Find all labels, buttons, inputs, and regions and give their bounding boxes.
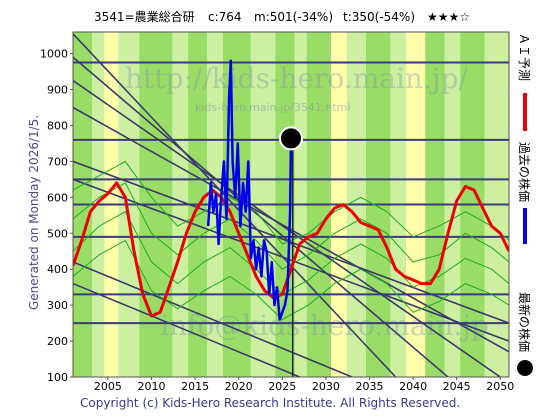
x-tick-label: 2050 bbox=[486, 380, 514, 393]
x-tick-label: 2045 bbox=[443, 380, 471, 393]
latest-price-point bbox=[279, 126, 303, 151]
projection-line bbox=[73, 239, 509, 321]
header-current: c:764 bbox=[208, 10, 242, 24]
x-tick-label: 2035 bbox=[355, 380, 383, 393]
generated-label: Generated on Monday 2026/1/5. bbox=[27, 115, 41, 310]
diagonal-trend-line bbox=[73, 282, 301, 377]
diagonal-trend-line bbox=[73, 106, 509, 353]
projection-line bbox=[73, 160, 509, 245]
y-tick-label: 700 bbox=[47, 155, 68, 168]
legend-ai-label: ＡＩ予測 bbox=[517, 33, 531, 81]
legend-latest-label: 最新の株価 bbox=[517, 292, 532, 352]
header-mid: m:501(-34%) bbox=[254, 10, 333, 24]
plot-frame bbox=[72, 31, 510, 378]
copyright: Copyright (c) Kids-Hero Research Institu… bbox=[80, 396, 460, 410]
legend-latest-marker bbox=[517, 360, 533, 376]
header-code-name: 3541=農業総合研 bbox=[94, 9, 195, 24]
x-tick-label: 2010 bbox=[137, 380, 165, 393]
diagonal-trend-line bbox=[73, 160, 509, 324]
legend: ＡＩ予測 過去の株価 最新の株価 bbox=[517, 33, 533, 376]
header-target: t:350(-54%) bbox=[343, 10, 415, 24]
watermark-main: http://kids-hero.main.jp/ bbox=[125, 62, 468, 95]
y-tick-label: 200 bbox=[47, 335, 68, 348]
x-tick-label: 2015 bbox=[181, 380, 209, 393]
header-stars: ★★★☆ bbox=[427, 10, 470, 24]
x-tick-label: 2030 bbox=[312, 380, 340, 393]
diagonal-trend-line bbox=[73, 178, 509, 342]
x-tick-label: 2025 bbox=[268, 380, 296, 393]
diagonal-trend-line bbox=[73, 33, 397, 377]
latest-point-group bbox=[279, 126, 303, 151]
legend-ai-swatch bbox=[523, 93, 527, 131]
watermark-sub: kids-hero.main.jp/3541.html bbox=[195, 101, 350, 114]
projection-line bbox=[73, 211, 509, 295]
y-tick-label: 400 bbox=[47, 263, 68, 276]
diagonal-trend-line bbox=[73, 79, 501, 377]
series-lines bbox=[73, 59, 509, 321]
thin-green-lines bbox=[73, 160, 509, 321]
ai-forecast-line bbox=[73, 181, 509, 318]
legend-past-label: 過去の株価 bbox=[517, 142, 532, 202]
legend-past-swatch bbox=[523, 208, 527, 244]
x-axis-ticks: 2005 2010 2015 2020 2025 2030 2035 2040 2045 2050 bbox=[94, 377, 514, 393]
y-tick-label: 1000 bbox=[40, 48, 68, 61]
y-tick-label: 900 bbox=[47, 84, 68, 97]
diagonal-trend-line bbox=[73, 261, 353, 377]
past-price-line bbox=[206, 59, 293, 321]
x-tick-label: 2040 bbox=[399, 380, 427, 393]
watermark-mail: info@kids-hero.main.jp bbox=[160, 309, 489, 342]
y-tick-label: 500 bbox=[47, 227, 68, 240]
y-tick-label: 800 bbox=[47, 119, 68, 132]
y-tick-label: 300 bbox=[47, 299, 68, 312]
y-axis-ticks: 100 200 300 400 500 600 700 800 900 1000 bbox=[40, 48, 73, 384]
x-tick-label: 2020 bbox=[225, 380, 253, 393]
x-tick-label: 2005 bbox=[94, 380, 122, 393]
y-tick-label: 100 bbox=[47, 371, 68, 384]
y-tick-label: 600 bbox=[47, 191, 68, 204]
